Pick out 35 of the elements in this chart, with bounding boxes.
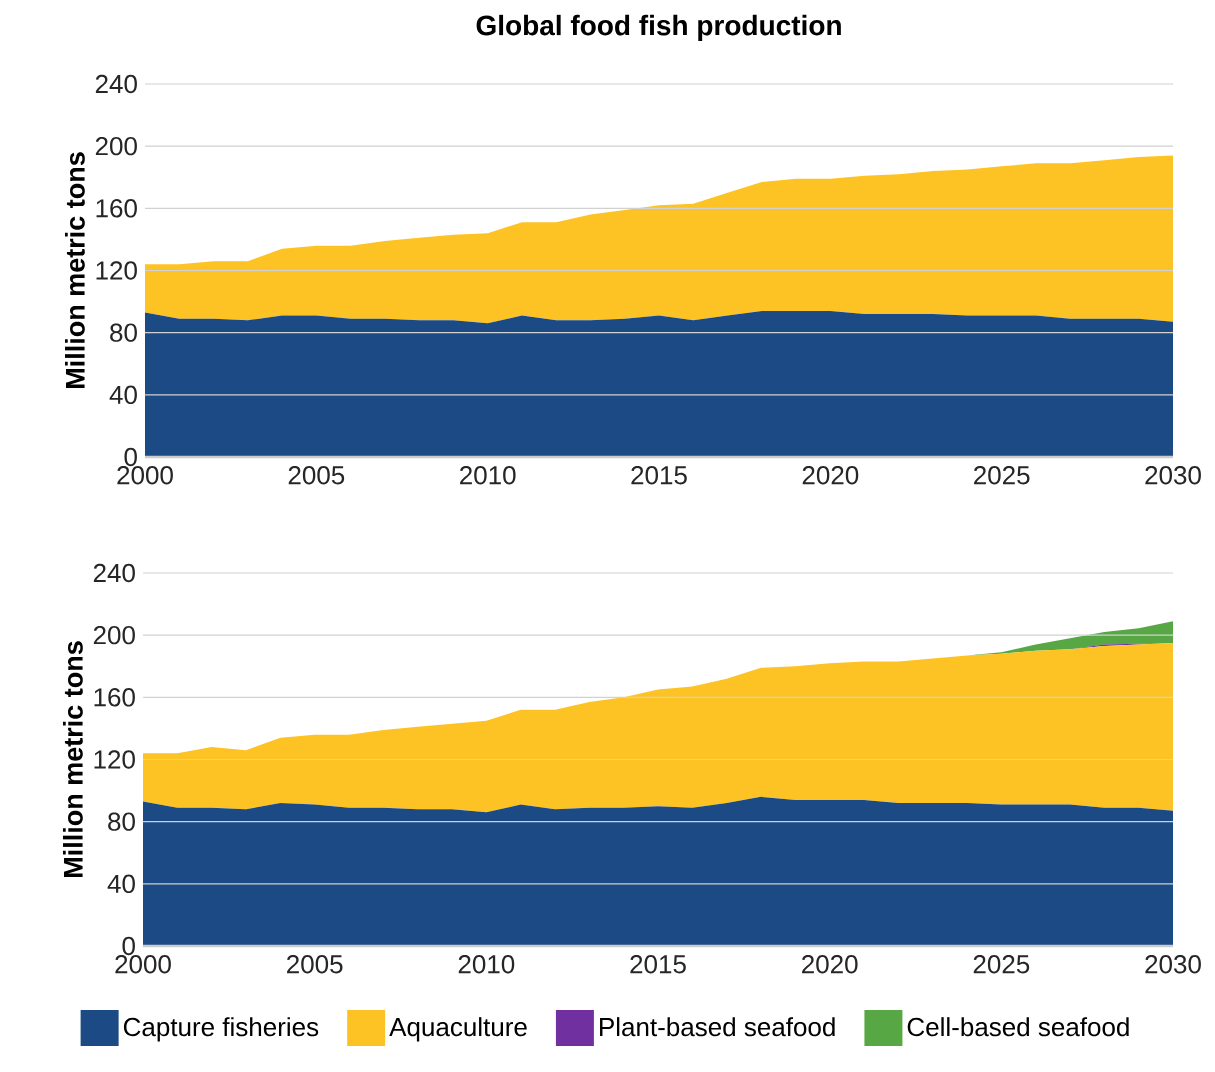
legend-label: Aquaculture: [389, 1017, 527, 1042]
x-tick-label: 2020: [802, 466, 859, 485]
y-tick-label: 200: [93, 625, 135, 645]
y-tick-label: 240: [93, 563, 135, 583]
y-axis-title: Million metric tons: [64, 152, 85, 388]
y-tick-label: 40: [109, 385, 137, 405]
x-tick-label: 2005: [287, 955, 343, 974]
x-tick-label: 2030: [1145, 955, 1201, 974]
legend-label: Cell-based seafood: [907, 1017, 1129, 1037]
y-tick-label: 80: [110, 323, 137, 342]
y-tick-label: 0: [122, 936, 135, 956]
x-tick-label: 2015: [631, 466, 687, 485]
y-tick-label: 160: [96, 199, 137, 218]
legend-label: Plant-based seafood: [600, 1017, 835, 1037]
y-tick-label: 40: [107, 874, 135, 894]
y-axis-title: Million metric tons: [62, 641, 83, 877]
y-tick-label: 200: [95, 136, 137, 156]
y-tick-label: 120: [94, 750, 135, 769]
x-tick-label: 2000: [115, 955, 171, 974]
x-tick-label: 2030: [1145, 466, 1201, 485]
x-tick-label: 2025: [974, 466, 1030, 485]
x-tick-label: 2010: [458, 955, 515, 974]
x-tick-label: 2025: [973, 955, 1030, 974]
x-tick-label: 2000: [117, 466, 173, 485]
y-tick-label: 0: [124, 447, 137, 467]
y-tick-label: 80: [108, 812, 135, 831]
x-tick-label: 2015: [630, 955, 686, 974]
chart-title: Global food fish production: [476, 14, 841, 41]
y-tick-label: 120: [96, 261, 137, 280]
y-tick-label: 240: [95, 74, 137, 94]
x-tick-label: 2010: [460, 466, 516, 485]
x-tick-label: 2020: [802, 955, 858, 974]
y-tick-label: 160: [94, 688, 135, 707]
x-tick-label: 2005: [288, 466, 345, 485]
legend-label: Capture fisheries: [123, 1017, 319, 1042]
